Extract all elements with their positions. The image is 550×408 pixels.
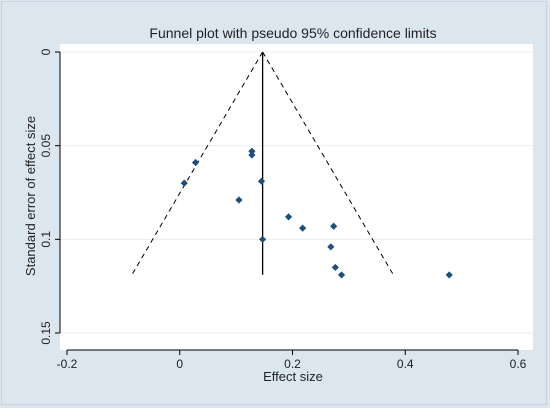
data-point-12	[337, 271, 346, 279]
data-point-10	[327, 243, 335, 251]
data-point-4	[235, 196, 243, 204]
x-tick-label-0: -0.2	[57, 357, 78, 371]
data-point-0	[180, 179, 188, 187]
data-point-11	[331, 263, 339, 272]
grid-lines	[60, 51, 533, 334]
y-tick-label-0: 0	[39, 48, 53, 55]
data-point-1	[191, 158, 200, 167]
data-point-3	[248, 151, 256, 159]
y-tick-label-1: 0.05	[39, 134, 53, 158]
data-point-6	[259, 235, 267, 243]
plot-area	[60, 44, 533, 350]
data-point-9	[330, 222, 338, 230]
x-tick-label-2: 0.2	[284, 357, 301, 371]
y-axis-title: Standard error of effect size	[23, 116, 38, 276]
data-point-13	[445, 271, 453, 279]
right-confidence-limit	[262, 51, 394, 276]
y-tick-label-3: 0.15	[39, 321, 53, 345]
x-tick-label-1: 0	[176, 357, 183, 371]
y-tick-label-2: 0.1	[39, 231, 53, 248]
data-point-7	[284, 213, 293, 221]
x-axis-title: Effect size	[263, 369, 323, 384]
data-points	[180, 147, 453, 279]
axes: 0 0.05 0.1 0.15 -0.2 0 0.2 0.4 0.6	[39, 48, 527, 371]
chart-title: Funnel plot with pseudo 95% confidence l…	[149, 25, 436, 41]
data-point-2	[248, 147, 256, 155]
x-tick-label-4: 0.6	[510, 357, 527, 371]
data-point-8	[299, 224, 307, 232]
x-tick-label-3: 0.4	[397, 357, 414, 371]
data-point-5	[257, 177, 266, 185]
